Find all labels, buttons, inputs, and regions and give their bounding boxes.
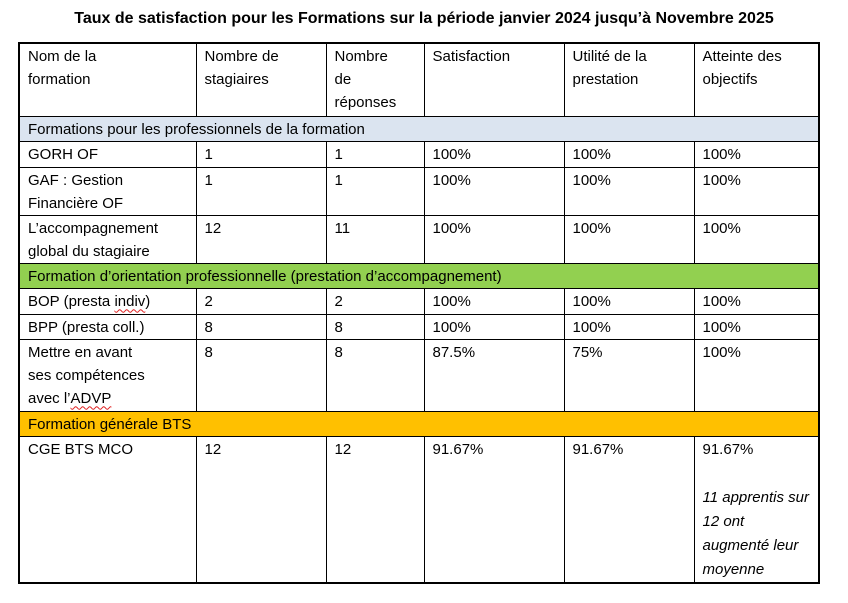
column-header-reponses: Nombre de réponses: [325, 42, 425, 117]
value-cell: 1: [195, 166, 327, 216]
value-cell: 12: [195, 435, 327, 583]
value-cell: 8: [195, 338, 327, 412]
formation-name-cell: BPP (presta coll.): [18, 313, 197, 340]
value-cell: 12: [325, 435, 425, 583]
misspelled-word: ADVP: [70, 389, 112, 407]
column-header-satisfaction: Satisfaction: [423, 42, 565, 117]
section-row-professionnels: Formations pour les professionnels de la…: [18, 115, 820, 142]
satisfaction-table: Nom de la formation Nombre de stagiaires…: [18, 42, 820, 584]
section-row-bts: Formation générale BTS: [18, 410, 820, 437]
value-cell: 1: [325, 140, 425, 168]
column-header-label: Nom de la formation: [28, 48, 97, 88]
value-cell: 100%: [563, 140, 695, 168]
formation-name-cell: GAF : Gestion Financière OF: [18, 166, 197, 216]
value-cell: 100%: [693, 166, 820, 216]
value-cell: 100%: [423, 214, 565, 264]
section-label: Formations pour les professionnels de la…: [18, 115, 820, 142]
value-cell: 2: [195, 287, 327, 315]
table-row: CGE BTS MCO 12 12 91.67% 91.67% 91.67% 1…: [18, 435, 820, 583]
value-cell: 100%: [563, 214, 695, 264]
table-row: L’accompagnement global du stagiaire 12 …: [18, 214, 820, 264]
value-cell: 1: [325, 166, 425, 216]
name-text: Mettre en avant ses compétences avec l’: [28, 343, 145, 407]
value-cell: 2: [325, 287, 425, 315]
value-cell: 100%: [423, 313, 565, 340]
column-header-utilite: Utilité de la prestation: [563, 42, 695, 117]
column-header-stagiaires: Nombre de stagiaires: [195, 42, 327, 117]
column-header-objectifs: Atteinte des objectifs: [693, 42, 820, 117]
value-cell: 75%: [563, 338, 695, 412]
cell-note: 11 apprentis sur 12 ont augmenté leur mo…: [702, 488, 809, 578]
table-row: GAF : Gestion Financière OF 1 1 100% 100…: [18, 166, 820, 216]
name-text: BOP (presta: [28, 292, 115, 310]
value-text: 91.67%: [702, 440, 754, 458]
value-cell: 8: [195, 313, 327, 340]
value-cell: 100%: [693, 313, 820, 340]
value-cell: 8: [325, 313, 425, 340]
section-row-orientation: Formation d’orientation professionnelle …: [18, 262, 820, 289]
name-text: ): [145, 292, 151, 310]
document-page: Taux de satisfaction pour les Formations…: [0, 8, 848, 603]
value-cell: 100%: [563, 287, 695, 315]
formation-name-cell: Mettre en avant ses compétences avec l’A…: [18, 338, 197, 412]
value-cell: 100%: [693, 214, 820, 264]
table-row: BOP (presta indiv) 2 2 100% 100% 100%: [18, 287, 820, 315]
table-row: GORH OF 1 1 100% 100% 100%: [18, 140, 820, 168]
formation-name-cell: BOP (presta indiv): [18, 287, 197, 315]
value-cell: 100%: [423, 140, 565, 168]
value-cell: 100%: [693, 140, 820, 168]
value-cell: 100%: [693, 338, 820, 412]
formation-name-cell: L’accompagnement global du stagiaire: [18, 214, 197, 264]
value-cell: 100%: [563, 166, 695, 216]
misspelled-word: indiv: [114, 292, 146, 310]
section-label: Formation générale BTS: [18, 410, 820, 437]
value-cell: 100%: [563, 313, 695, 340]
value-cell: 91.67% 11 apprentis sur 12 ont augmenté …: [693, 435, 820, 583]
value-cell: 12: [195, 214, 327, 264]
value-cell: 1: [195, 140, 327, 168]
document-title: Taux de satisfaction pour les Formations…: [74, 10, 774, 27]
value-cell: 100%: [693, 287, 820, 315]
section-label: Formation d’orientation professionnelle …: [18, 262, 820, 289]
value-cell: 87.5%: [423, 338, 565, 412]
value-cell: 100%: [423, 166, 565, 216]
column-header-nom: Nom de la formation: [18, 42, 197, 117]
value-cell: 8: [325, 338, 425, 412]
formation-name-cell: GORH OF: [18, 140, 197, 168]
name-text: Mettre en avant ses compétences avec l’A…: [28, 341, 150, 410]
table-row: Mettre en avant ses compétences avec l’A…: [18, 338, 820, 412]
formation-name-cell: CGE BTS MCO: [18, 435, 197, 583]
table-header-row: Nom de la formation Nombre de stagiaires…: [18, 42, 820, 117]
value-cell: 91.67%: [563, 435, 695, 583]
value-cell: 11: [325, 214, 425, 264]
column-header-label: Nombre de réponses: [334, 48, 397, 111]
value-cell: 100%: [423, 287, 565, 315]
table-row: BPP (presta coll.) 8 8 100% 100% 100%: [18, 313, 820, 340]
value-cell: 91.67%: [423, 435, 565, 583]
